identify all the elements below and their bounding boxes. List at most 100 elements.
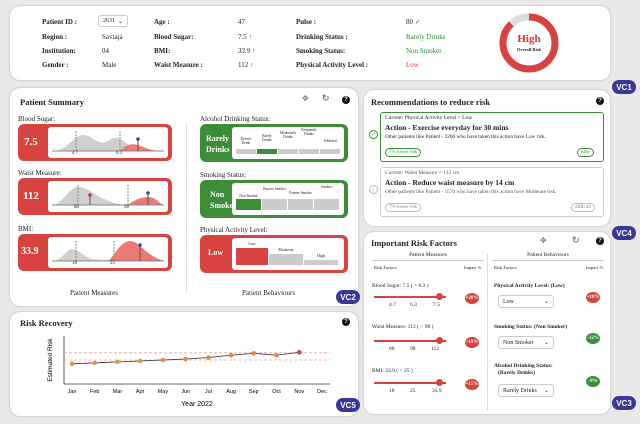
blood-sugar-label: Blood Sugar: (154, 33, 194, 41)
alcohol-factor-label: Alcohol Drinking Status: (494, 363, 553, 369)
smoking-cat-1: Non Smoker (239, 194, 258, 198)
data-point (69, 361, 75, 367)
alcohol-factor-label-2: (Rarely Drinks) (498, 370, 536, 376)
chevron-down-icon: ⌄ (543, 299, 549, 305)
patient-id-label: Patient ID : (42, 18, 77, 26)
help-icon[interactable]: ? (342, 96, 350, 104)
alcohol-impact: -9% (586, 376, 600, 387)
bs-slider-handle[interactable] (436, 293, 443, 300)
waist-factor-label: Waist Measure: 112 ( > 98 ) (372, 324, 434, 330)
move-icon[interactable]: ✥ (302, 94, 309, 103)
bmi-tick-1: 18 (389, 388, 395, 394)
waist-label: Waist Measure : (154, 61, 203, 69)
bmi-impact: +15% (465, 379, 479, 390)
gender-label: Gender : (42, 61, 69, 69)
waist-label: Waist Measure: (18, 169, 62, 177)
waist-density-plot (52, 185, 164, 206)
alcohol-bar-5 (320, 149, 340, 154)
smoking-cat-3: Former Smoker (289, 191, 312, 195)
activity-label: Physical Activity Level : (296, 61, 369, 69)
activity-impact: +10% (586, 292, 600, 303)
bs-tick-3: 7.5 (433, 302, 440, 308)
age-label: Age : (154, 18, 170, 26)
data-point (296, 350, 302, 355)
smoking-select[interactable]: Non Smoker ⌄ (498, 336, 554, 349)
activity-bar-2 (269, 254, 303, 265)
region-label: Region : (42, 33, 68, 41)
data-point (137, 358, 143, 364)
waist-slider[interactable] (374, 337, 446, 344)
waist-slider-handle[interactable] (436, 337, 443, 344)
recommendation-2[interactable]: Current: Waist Measure = 112 cm Action -… (380, 167, 604, 217)
data-point (115, 359, 120, 365)
activity-value: Low (406, 61, 419, 69)
activity-cat-2: Moderate (278, 247, 294, 252)
bmi-tick-1: 18 (72, 261, 77, 266)
gender-value: Male (102, 61, 117, 69)
waist-tick-1: 80 (74, 205, 79, 210)
divider (372, 260, 484, 261)
refresh-icon[interactable]: ↻ (322, 93, 330, 103)
bmi-slider[interactable] (374, 379, 446, 386)
factors-title: Important Risk Factors (371, 238, 457, 248)
smoking-factor-label: Smoking Status: (Non Smoker) (494, 324, 568, 330)
help-icon[interactable]: ? (596, 237, 604, 245)
activity-cat-3: High (317, 253, 325, 258)
y-axis-label: Estimated Risk (47, 338, 54, 382)
help-icon[interactable]: ? (596, 97, 604, 105)
region-value: Saviaja (102, 33, 123, 41)
check-circle-icon[interactable]: ✓ (369, 130, 378, 139)
behaviours-header: Patient Behaviours (527, 252, 569, 258)
chevron-down-icon: ⌄ (543, 388, 549, 394)
risk-caption: Overall Risk (516, 47, 542, 52)
x-tick-label: May (158, 389, 169, 395)
age-value: 47 (238, 18, 245, 26)
vc2-badge: VC2 (336, 290, 360, 304)
x-axis-label: Year 2022 (181, 401, 213, 408)
risk-factors-col: Risk Factors (494, 265, 517, 270)
bmi-tick-3: 33.9 (432, 388, 442, 394)
move-icon[interactable]: ✥ (540, 236, 547, 245)
smoking-bars: Non Smoker Passive Smoker Former Smoker … (232, 183, 344, 215)
activity-bars: Low Moderate High (232, 238, 344, 270)
alcohol-bar-1 (236, 149, 256, 154)
drinking-value: Rarely Drinks (406, 33, 446, 41)
x-tick-label: Jan (68, 389, 77, 395)
alcohol-bar-2 (257, 149, 277, 154)
rec2-current: Current: Waist Measure = 112 cm (385, 170, 460, 176)
x-tick-label: Jun (181, 389, 190, 395)
activity-select[interactable]: Low ⌄ (498, 295, 554, 308)
chevron-down-icon: ⌄ (117, 18, 123, 25)
recommendations-card: Recommendations to reduce risk ? Current… (364, 90, 610, 226)
waist-value: 112 (238, 61, 249, 69)
arrow-up-icon: ↑ (252, 47, 256, 55)
bmi-slider-handle[interactable] (436, 379, 443, 386)
bmi-label: BMI: (18, 225, 34, 233)
activity-value: Low (208, 248, 224, 257)
activity-label: Physical Activity Level: (200, 226, 268, 234)
alcohol-box: Rarely Drinks Doesn't Drink Rarely Drinks… (200, 124, 348, 162)
bs-tick-2: 6.3 (116, 151, 123, 156)
risk-recovery-chart: Jan Feb Mar Apr May Jun Jul Aug Sep Oct Nov Dec Year… (47, 336, 330, 408)
risk-factors-card: Important Risk Factors ✥ ↻ ? Patient Mea… (364, 232, 610, 414)
recommendation-1[interactable]: Current: Physical Activity Level = Low A… (380, 112, 604, 162)
smoking-label: Smoking Status: (200, 171, 247, 179)
rec1-current: Current: Physical Activity Level = Low (385, 115, 473, 121)
alcohol-bar-3 (278, 149, 298, 154)
rec2-tag: 7% lower risk (385, 203, 422, 212)
alcohol-select[interactable]: Rarely Drinks ⌄ (498, 384, 554, 397)
bs-tick-2: 6.3 (410, 302, 417, 308)
bs-density-plot (52, 131, 164, 152)
activity-select-value: Low (503, 298, 514, 305)
drinking-label: Drinking Status : (296, 33, 348, 41)
refresh-icon[interactable]: ↻ (572, 235, 580, 245)
smoking-value-2: Smoker (210, 201, 237, 210)
patient-id-select[interactable]: 2631 ⌄ (98, 15, 128, 27)
bs-slider[interactable] (374, 293, 446, 300)
pulse-value: 80 (406, 18, 413, 26)
activity-factor-label: Physical Activity Level: (Low) (494, 283, 565, 289)
help-icon[interactable]: ? (342, 318, 350, 326)
rec2-action: Action - Reduce waist measure by 14 cm (385, 178, 515, 187)
smoking-bar-1 (236, 199, 261, 210)
check-circle-icon[interactable]: ✓ (369, 185, 378, 194)
